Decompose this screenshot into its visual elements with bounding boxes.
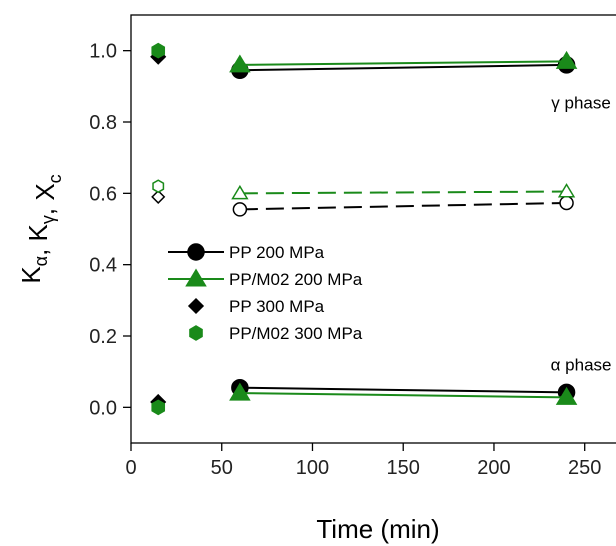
series-0 bbox=[231, 56, 576, 80]
data-point bbox=[229, 54, 251, 73]
legend-item: PP/M02 300 MPa bbox=[189, 324, 363, 343]
legend-marker bbox=[185, 268, 207, 287]
y-title-subscript: c bbox=[45, 174, 65, 183]
legend-item: PP 300 MPa bbox=[187, 297, 325, 316]
data-point bbox=[151, 189, 166, 204]
legend: PP 200 MPa PP/M02 200 MPa PP 300 MPa PP/M02… bbox=[168, 243, 363, 343]
legend-label: PP 300 MPa bbox=[229, 297, 325, 316]
legend-label: PP 200 MPa bbox=[229, 243, 325, 262]
phase-annotation: γ phase bbox=[551, 93, 611, 112]
series-6 bbox=[151, 189, 166, 204]
series-3 bbox=[151, 42, 166, 59]
x-tick-label: 150 bbox=[387, 457, 420, 479]
y-title-part: K bbox=[16, 266, 46, 284]
legend-marker bbox=[187, 243, 205, 261]
legend-marker bbox=[187, 297, 205, 315]
series-layer bbox=[150, 42, 578, 416]
data-point bbox=[151, 399, 166, 416]
x-tick-label: 0 bbox=[125, 457, 136, 479]
y-title-subscript: α bbox=[31, 256, 51, 266]
series-4 bbox=[232, 195, 574, 217]
phase-annotation: α phase bbox=[551, 356, 612, 375]
data-point bbox=[231, 184, 249, 200]
series-9 bbox=[229, 382, 578, 405]
y-tick-label: 0.6 bbox=[89, 183, 117, 205]
y-tick-label: 1.0 bbox=[89, 41, 117, 63]
legend-marker bbox=[189, 325, 203, 341]
plot-frame bbox=[130, 14, 616, 444]
series-7 bbox=[152, 179, 165, 194]
data-point bbox=[152, 179, 165, 194]
data-point bbox=[559, 195, 574, 211]
x-tick-label: 200 bbox=[477, 457, 510, 479]
series-line bbox=[239, 60, 567, 66]
series-5 bbox=[231, 183, 576, 200]
y-tick-label: 0.8 bbox=[89, 112, 117, 134]
x-tick-label: 100 bbox=[296, 457, 329, 479]
data-point bbox=[555, 50, 578, 69]
series-line bbox=[239, 392, 567, 399]
legend-item: PP/M02 200 MPa bbox=[168, 268, 363, 289]
y-title-subscript: γ bbox=[38, 215, 58, 224]
data-point bbox=[229, 382, 251, 401]
legend-label: PP/M02 300 MPa bbox=[229, 324, 363, 343]
series-11 bbox=[151, 399, 166, 416]
data-point bbox=[151, 42, 166, 59]
data-point bbox=[557, 183, 576, 198]
y-tick-label: 0.4 bbox=[89, 255, 117, 277]
legend-label: PP/M02 200 MPa bbox=[229, 270, 363, 289]
data-point bbox=[555, 386, 578, 405]
series-line bbox=[239, 201, 567, 211]
x-tick-label: 50 bbox=[211, 457, 233, 479]
y-title-part: , X bbox=[30, 183, 60, 215]
series-line bbox=[239, 63, 567, 72]
series-1 bbox=[229, 50, 578, 73]
data-point bbox=[232, 202, 248, 217]
legend-item: PP 200 MPa bbox=[168, 243, 325, 262]
series-line bbox=[239, 190, 567, 195]
y-axis-title: Kα, Kγ, Xc bbox=[16, 174, 65, 283]
y-title-part: , K bbox=[23, 223, 53, 255]
x-tick-label: 250 bbox=[568, 457, 601, 479]
y-tick-label: 0.2 bbox=[89, 326, 117, 348]
y-tick-label: 0.0 bbox=[89, 397, 117, 419]
series-line bbox=[239, 386, 567, 394]
annotations: γ phase α phase bbox=[551, 93, 612, 374]
y-axis: 0.0 0.2 0.4 0.6 0.8 1.0 bbox=[89, 41, 131, 419]
x-axis: 0 50 100 150 200 250 bbox=[125, 443, 601, 479]
x-axis-title: Time (min) bbox=[316, 514, 439, 544]
